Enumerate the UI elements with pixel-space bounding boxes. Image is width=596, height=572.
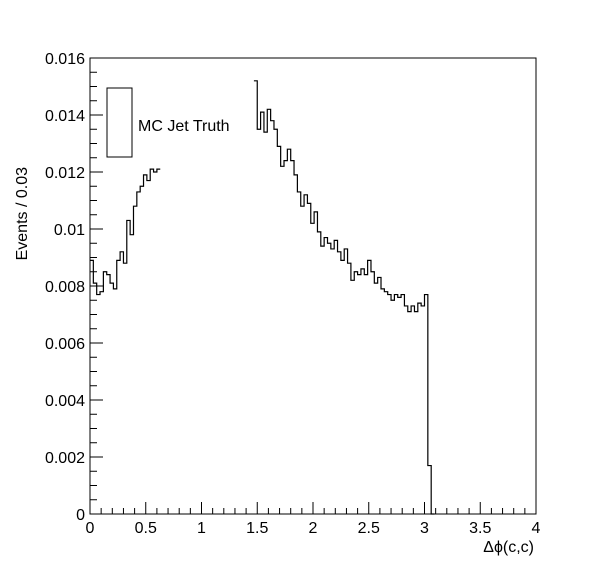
x-tick-label: 2.5 (358, 520, 380, 537)
legend-label: MC Jet Truth (138, 118, 230, 135)
x-tick-label: 4 (532, 520, 541, 537)
x-tick-label: 0 (86, 520, 95, 537)
x-axis: 0 0.5 1 1.5 2 2.5 3 3.5 4 (86, 502, 541, 537)
x-tick-label: 0.5 (135, 520, 157, 537)
x-tick-label: 3.5 (469, 520, 491, 537)
y-tick-label: 0.01 (54, 222, 85, 239)
x-tick-label: 1.5 (246, 520, 268, 537)
y-tick-label: 0.004 (45, 393, 85, 410)
y-tick-label: 0 (76, 507, 85, 524)
x-tick-label: 2 (309, 520, 318, 537)
legend: MC Jet Truth (106, 87, 230, 158)
y-axis: 0 0.002 0.004 0.006 0.008 0.01 0.012 0.014 0.016 (45, 51, 103, 524)
x-tick-label: 1 (197, 520, 206, 537)
series-layer (90, 80, 435, 515)
y-tick-label: 0.008 (45, 279, 85, 296)
x-tick-label: 3 (420, 520, 429, 537)
y-tick-label: 0.014 (45, 108, 85, 125)
y-tick-label: 0.006 (45, 336, 85, 353)
y-tick-label: 0.016 (45, 51, 85, 68)
y-axis-title: Events / 0.03 (14, 167, 31, 260)
y-tick-label: 0.012 (45, 165, 85, 182)
legend-swatch (106, 87, 133, 158)
x-axis-title: Δϕ(c,c) (483, 539, 534, 556)
y-tick-label: 0.002 (45, 450, 85, 467)
histogram-line (90, 80, 435, 515)
